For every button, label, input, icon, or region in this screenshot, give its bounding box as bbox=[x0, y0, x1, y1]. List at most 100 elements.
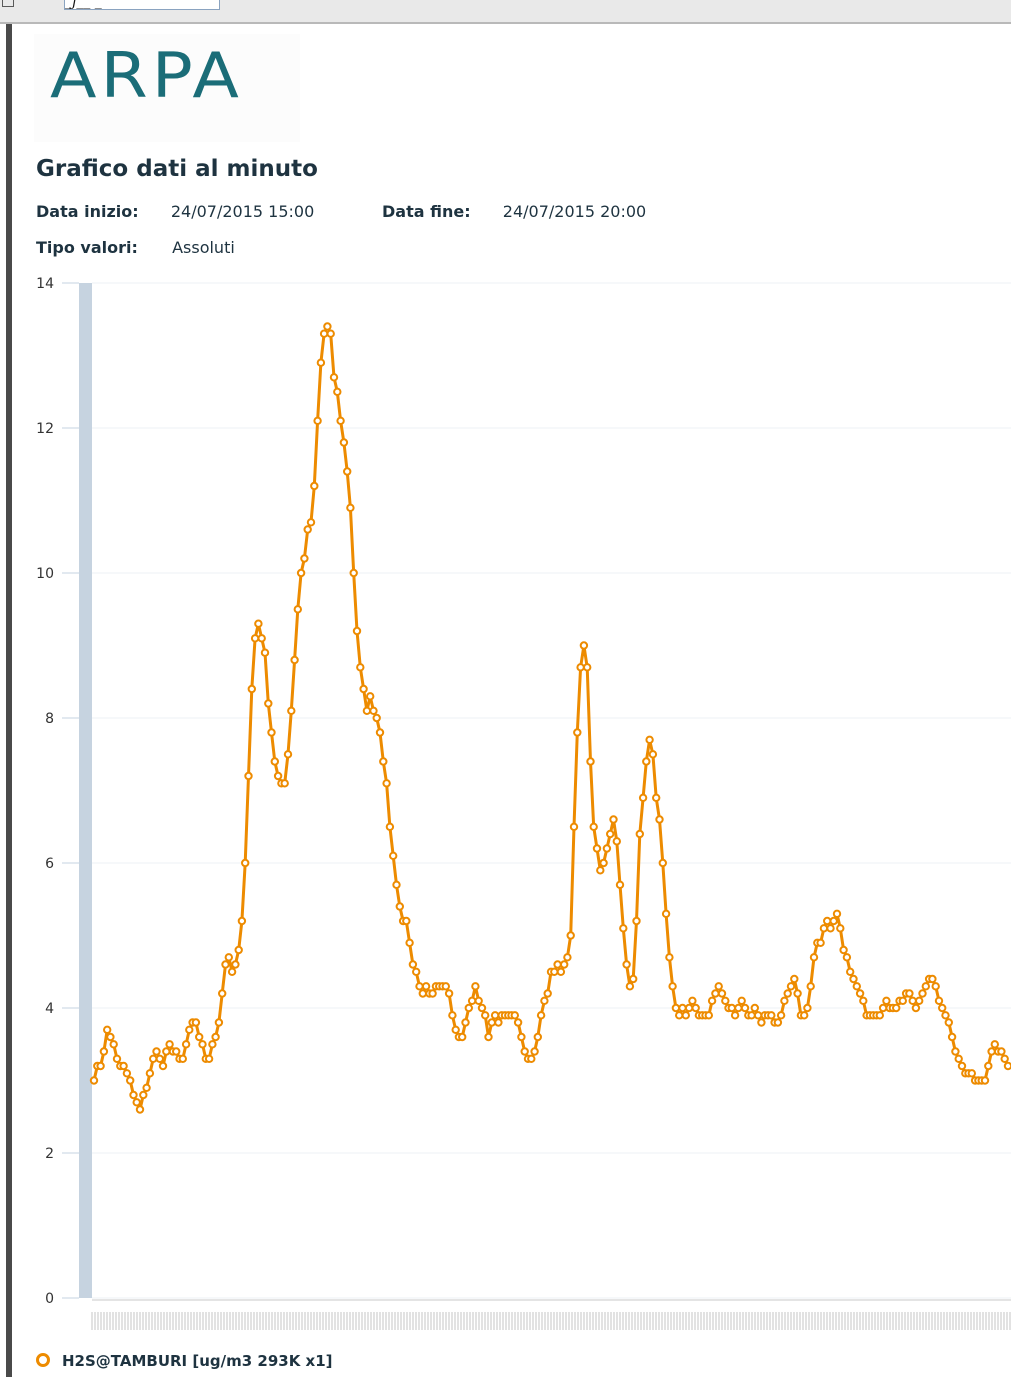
data-point[interactable] bbox=[359, 684, 368, 694]
data-point[interactable] bbox=[119, 1061, 128, 1071]
data-point[interactable] bbox=[602, 844, 612, 853]
data-point[interactable] bbox=[665, 953, 674, 962]
data-point[interactable] bbox=[898, 996, 907, 1005]
data-point[interactable] bbox=[543, 989, 552, 998]
data-point[interactable] bbox=[563, 953, 572, 962]
data-point[interactable] bbox=[846, 967, 855, 976]
data-point[interactable] bbox=[928, 974, 937, 984]
data-point[interactable] bbox=[402, 916, 411, 926]
data-point[interactable] bbox=[661, 909, 671, 918]
data-point[interactable] bbox=[270, 757, 279, 766]
data-point[interactable] bbox=[375, 728, 385, 737]
data-point[interactable] bbox=[273, 771, 283, 781]
data-point[interactable] bbox=[566, 931, 575, 940]
data-point[interactable] bbox=[165, 1040, 174, 1049]
data-point[interactable] bbox=[678, 1003, 687, 1013]
data-point[interactable] bbox=[757, 1018, 766, 1027]
data-point[interactable] bbox=[918, 989, 927, 998]
data-point[interactable] bbox=[451, 1025, 460, 1034]
data-point[interactable] bbox=[773, 1018, 783, 1027]
data-point[interactable] bbox=[293, 605, 302, 614]
data-point[interactable] bbox=[753, 1011, 763, 1020]
data-point[interactable] bbox=[379, 757, 388, 766]
data-point[interactable] bbox=[832, 909, 842, 918]
data-point[interactable] bbox=[310, 481, 319, 491]
data-point[interactable] bbox=[635, 829, 644, 839]
data-point[interactable] bbox=[911, 1003, 921, 1013]
data-point[interactable] bbox=[688, 996, 697, 1005]
data-point[interactable] bbox=[816, 938, 825, 947]
data-point[interactable] bbox=[517, 1032, 526, 1042]
data-point[interactable] bbox=[191, 1018, 201, 1027]
data-point[interactable] bbox=[592, 844, 602, 853]
data-point[interactable] bbox=[155, 1054, 165, 1063]
data-point[interactable] bbox=[652, 793, 661, 802]
data-point[interactable] bbox=[684, 1003, 694, 1013]
data-point[interactable] bbox=[619, 924, 628, 933]
data-point[interactable] bbox=[510, 1011, 519, 1020]
data-point[interactable] bbox=[905, 989, 914, 998]
data-point[interactable] bbox=[254, 619, 263, 628]
chart-legend[interactable]: H2S@TAMBURI [ug/m3 293K x1] bbox=[36, 1352, 333, 1370]
data-point[interactable] bbox=[198, 1040, 207, 1049]
data-point[interactable] bbox=[586, 757, 595, 766]
data-point[interactable] bbox=[875, 1011, 884, 1020]
data-point[interactable] bbox=[836, 924, 845, 933]
data-point[interactable] bbox=[142, 1083, 151, 1092]
data-point[interactable] bbox=[99, 1047, 109, 1056]
data-point[interactable] bbox=[704, 1011, 713, 1020]
data-point[interactable] bbox=[579, 641, 589, 650]
data-point[interactable] bbox=[550, 967, 559, 976]
data-point[interactable] bbox=[908, 996, 917, 1005]
data-point[interactable] bbox=[287, 706, 296, 715]
data-point[interactable] bbox=[882, 996, 891, 1005]
data-point[interactable] bbox=[89, 1076, 99, 1085]
data-point[interactable] bbox=[408, 960, 418, 969]
data-point[interactable] bbox=[448, 1011, 457, 1020]
data-point[interactable] bbox=[954, 1054, 963, 1063]
data-point[interactable] bbox=[826, 924, 835, 933]
data-point[interactable] bbox=[441, 982, 450, 991]
data-point[interactable] bbox=[849, 974, 858, 984]
data-point[interactable] bbox=[366, 692, 375, 701]
data-point[interactable] bbox=[392, 880, 401, 889]
data-point[interactable] bbox=[737, 996, 746, 1005]
data-point[interactable] bbox=[944, 1018, 953, 1027]
data-point[interactable] bbox=[389, 851, 398, 860]
data-point[interactable] bbox=[471, 982, 480, 991]
data-point[interactable] bbox=[204, 1054, 214, 1063]
data-point[interactable] bbox=[803, 1003, 812, 1013]
data-point[interactable] bbox=[931, 982, 940, 991]
data-point[interactable] bbox=[780, 996, 789, 1005]
data-point[interactable] bbox=[878, 1003, 888, 1013]
data-point[interactable] bbox=[477, 1003, 487, 1013]
data-point[interactable] bbox=[346, 503, 355, 513]
data-point[interactable] bbox=[300, 554, 309, 563]
data-point[interactable] bbox=[1000, 1054, 1009, 1063]
data-point[interactable] bbox=[250, 634, 260, 643]
data-point[interactable] bbox=[721, 996, 730, 1005]
data-point[interactable] bbox=[583, 663, 592, 672]
data-point[interactable] bbox=[316, 358, 326, 367]
data-point[interactable] bbox=[957, 1061, 967, 1071]
data-point[interactable] bbox=[513, 1018, 523, 1027]
data-point[interactable] bbox=[329, 373, 339, 382]
data-point[interactable] bbox=[717, 989, 727, 998]
data-point[interactable] bbox=[790, 974, 799, 984]
data-point[interactable] bbox=[280, 779, 289, 788]
data-point[interactable] bbox=[96, 1061, 105, 1071]
data-point[interactable] bbox=[385, 822, 395, 831]
data-point[interactable] bbox=[214, 1018, 224, 1027]
data-point[interactable] bbox=[793, 989, 802, 998]
data-point[interactable] bbox=[655, 815, 664, 824]
data-point[interactable] bbox=[855, 989, 865, 998]
data-point[interactable] bbox=[126, 1076, 135, 1085]
data-point[interactable] bbox=[691, 1003, 700, 1013]
data-point[interactable] bbox=[382, 779, 391, 788]
data-point[interactable] bbox=[530, 1047, 539, 1056]
data-point[interactable] bbox=[612, 837, 621, 846]
data-point[interactable] bbox=[139, 1090, 148, 1100]
data-point[interactable] bbox=[596, 866, 605, 875]
data-point[interactable] bbox=[984, 1061, 993, 1071]
data-point[interactable] bbox=[642, 757, 651, 766]
